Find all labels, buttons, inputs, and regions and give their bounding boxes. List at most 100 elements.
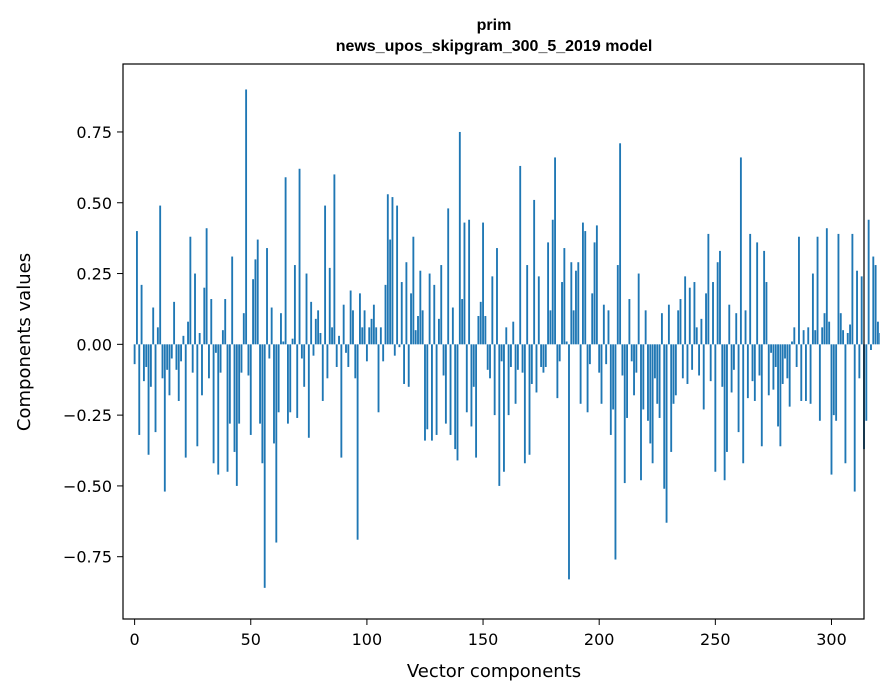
bar-304 xyxy=(839,313,842,345)
bar-22 xyxy=(184,344,187,458)
bar-124 xyxy=(421,310,424,345)
bar-192 xyxy=(579,344,582,404)
x-tick-label-150: 150 xyxy=(468,630,499,649)
bar-36 xyxy=(217,344,220,475)
bar-170 xyxy=(528,344,531,455)
bar-67 xyxy=(289,344,292,413)
bar-83 xyxy=(326,344,329,379)
bar-282 xyxy=(788,344,791,407)
bar-209 xyxy=(619,143,622,345)
bar-107 xyxy=(382,344,385,362)
bar-137 xyxy=(451,307,454,345)
bar-102 xyxy=(370,318,373,345)
bar-147 xyxy=(475,344,478,458)
bar-215 xyxy=(633,344,635,396)
bar-236 xyxy=(681,344,684,379)
bar-268 xyxy=(756,242,759,345)
x-axis-label: Vector components xyxy=(407,661,581,682)
bar-257 xyxy=(730,344,733,393)
chart-title: prim xyxy=(477,17,512,34)
bar-41 xyxy=(228,344,231,424)
bar-166 xyxy=(519,165,522,345)
bar-191 xyxy=(577,262,580,345)
bar-57 xyxy=(266,248,268,345)
bar-108 xyxy=(384,284,387,345)
bar-105 xyxy=(377,344,380,413)
bar-267 xyxy=(753,344,756,401)
bar-38 xyxy=(221,330,224,345)
x-tick-label-200: 200 xyxy=(584,630,615,649)
bar-272 xyxy=(765,282,768,345)
bar-196 xyxy=(588,344,591,365)
bar-110 xyxy=(389,239,392,345)
bar-217 xyxy=(637,273,640,345)
bar-13 xyxy=(163,344,166,492)
bar-183 xyxy=(558,344,561,362)
bar-86 xyxy=(333,174,336,345)
bar-64 xyxy=(282,341,285,345)
bar-141 xyxy=(461,299,464,345)
y-axis-label: Components values xyxy=(14,253,35,431)
bar-263 xyxy=(744,310,747,345)
bar-164 xyxy=(514,344,517,404)
bar-37 xyxy=(219,344,222,373)
bar-306 xyxy=(844,344,847,464)
bar-193 xyxy=(582,222,584,345)
bar-122 xyxy=(417,316,419,345)
bar-233 xyxy=(674,344,677,396)
bar-278 xyxy=(779,344,782,447)
y-tick-label-6: 0.75 xyxy=(76,123,112,142)
bar-301 xyxy=(832,344,835,416)
bar-247 xyxy=(707,233,710,345)
bar-58 xyxy=(268,344,271,359)
bar-273 xyxy=(767,344,770,396)
bar-149 xyxy=(479,301,482,345)
bar-231 xyxy=(670,344,673,452)
bar-244 xyxy=(700,318,703,345)
bar-39 xyxy=(224,299,227,345)
bar-303 xyxy=(837,233,840,345)
bar-212 xyxy=(626,344,628,418)
bar-140 xyxy=(458,131,461,345)
y-tick-label-0: −0.75 xyxy=(63,548,112,567)
bar-271 xyxy=(763,250,766,345)
bar-253 xyxy=(721,344,724,387)
bar-18 xyxy=(175,344,178,370)
bar-307 xyxy=(846,333,849,345)
bar-72 xyxy=(300,344,303,359)
bar-299 xyxy=(828,321,831,345)
bar-198 xyxy=(593,242,596,345)
bar-98 xyxy=(361,327,364,345)
bar-88 xyxy=(338,335,340,345)
bar-34 xyxy=(212,344,215,464)
bar-184 xyxy=(561,282,563,345)
bar-87 xyxy=(335,344,338,367)
x-tick-label-0: 0 xyxy=(130,630,140,649)
bar-79 xyxy=(317,310,320,345)
bar-45 xyxy=(238,344,241,424)
bar-59 xyxy=(270,307,273,345)
chart-subtitle: news_upos_skipgram_300_5_2019 model xyxy=(336,38,653,55)
bar-259 xyxy=(735,313,738,345)
bar-10 xyxy=(156,327,159,345)
bar-158 xyxy=(500,344,503,362)
x-axis: 0 50 100 150 200 250 300 xyxy=(130,619,847,649)
bar-11 xyxy=(159,205,162,345)
bars-group xyxy=(133,89,880,588)
bar-116 xyxy=(403,344,405,384)
bar-297 xyxy=(823,313,826,345)
bar-237 xyxy=(684,276,687,345)
bar-121 xyxy=(414,330,417,345)
y-tick-label-2: −0.25 xyxy=(63,406,112,425)
bar-180 xyxy=(551,219,554,345)
bar-197 xyxy=(591,293,594,345)
bar-277 xyxy=(777,344,779,427)
bar-249 xyxy=(712,282,714,345)
bar-32 xyxy=(208,344,210,379)
bar-240 xyxy=(691,344,694,370)
bar-73 xyxy=(303,344,306,387)
bar-1 xyxy=(136,231,138,345)
bar-2 xyxy=(138,344,141,435)
bar-181 xyxy=(554,157,556,345)
bar-226 xyxy=(658,344,661,418)
